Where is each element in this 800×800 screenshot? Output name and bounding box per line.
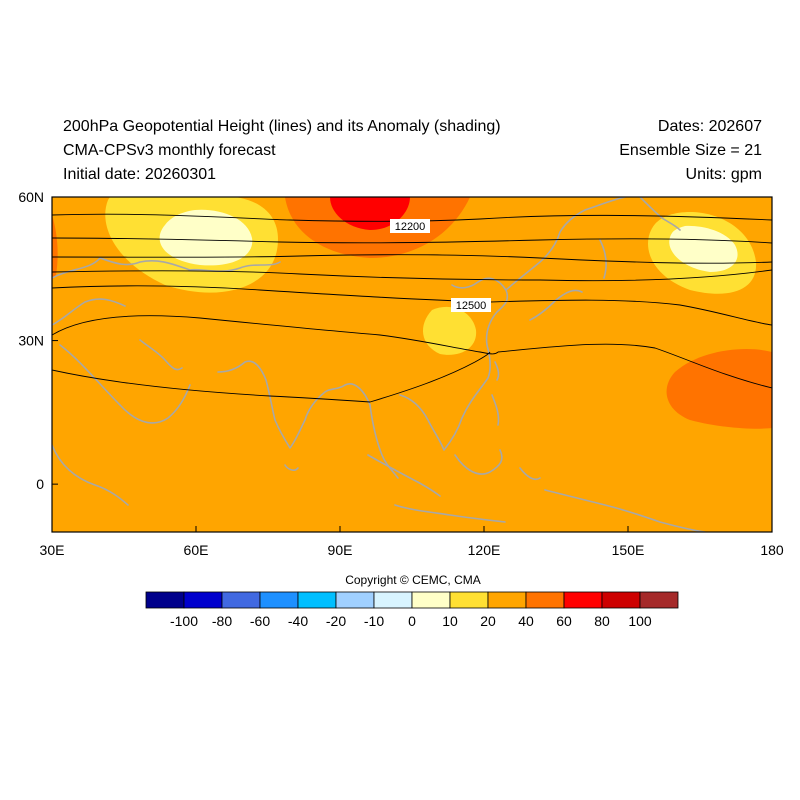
copyright-note: Copyright © CEMC, CMA bbox=[345, 573, 481, 587]
x-tick-label: 180 bbox=[760, 542, 784, 558]
x-tick-label: 60E bbox=[184, 542, 209, 558]
anomaly-region-40-60 bbox=[666, 349, 772, 429]
y-axis: 60N 30N 0 bbox=[18, 189, 58, 492]
coastlines bbox=[52, 197, 706, 532]
contour-label: 12500 bbox=[451, 298, 491, 312]
contour-label-text: 12500 bbox=[456, 300, 487, 312]
model-name: CMA-CPSv3 monthly forecast bbox=[63, 142, 276, 159]
map-frame bbox=[51, 196, 773, 533]
x-tick-label: 150E bbox=[612, 542, 645, 558]
map-plot-area bbox=[52, 197, 772, 532]
x-tick-label: 90E bbox=[328, 542, 353, 558]
anomaly-region-0-10 bbox=[159, 209, 253, 266]
y-tick-label: 0 bbox=[36, 476, 44, 492]
anomaly-region-0-10 bbox=[669, 225, 738, 272]
x-axis: 30E 60E 90E 120E 150E 180 bbox=[40, 526, 784, 558]
map-title: 200hPa Geopotential Height (lines) and i… bbox=[63, 118, 501, 135]
contour-label: 12200 bbox=[390, 219, 430, 233]
y-tick-label: 30N bbox=[18, 333, 44, 349]
y-tick-label: 60N bbox=[18, 189, 44, 205]
x-tick-label: 120E bbox=[468, 542, 501, 558]
units-label: Units: gpm bbox=[685, 166, 762, 183]
forecast-dates: Dates: 202607 bbox=[657, 118, 762, 135]
anomaly-region-10-20 bbox=[422, 306, 477, 355]
initial-date: Initial date: 20260301 bbox=[63, 166, 217, 183]
contour-label-text: 12200 bbox=[395, 221, 426, 233]
x-tick-label: 30E bbox=[40, 542, 65, 558]
anomaly-region-40-60 bbox=[52, 215, 58, 280]
ensemble-size: Ensemble Size = 21 bbox=[619, 142, 762, 159]
